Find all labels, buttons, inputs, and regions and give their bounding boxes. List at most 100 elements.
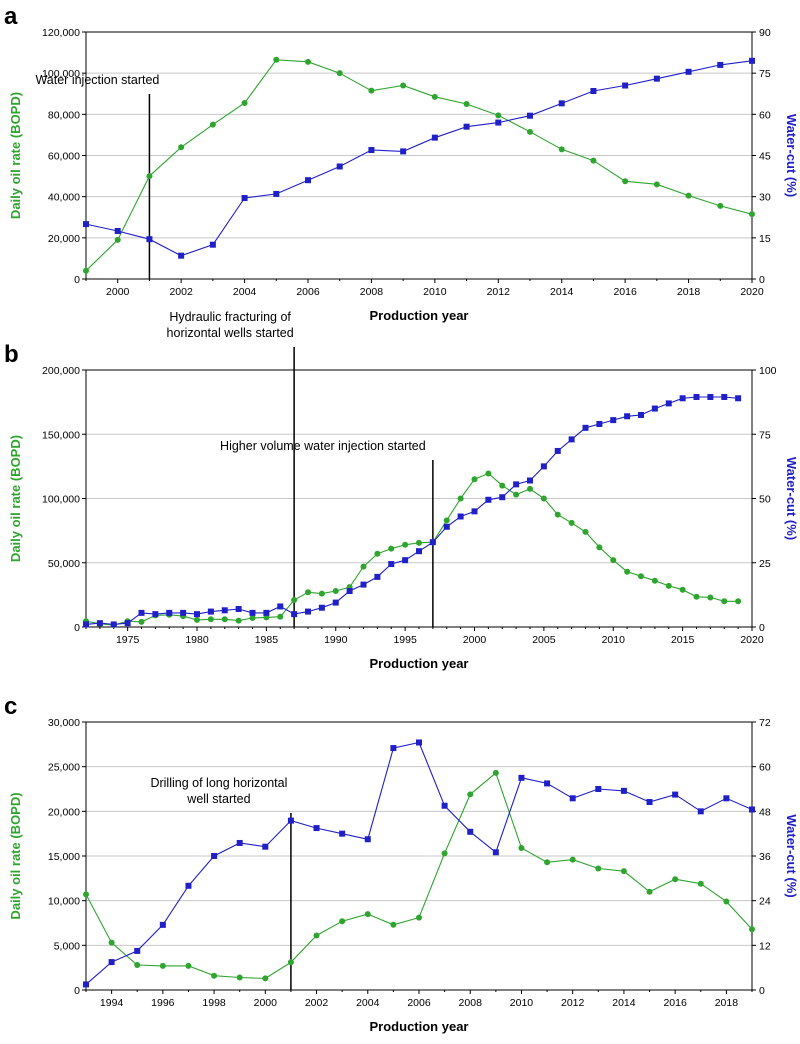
panel-b-oil-rate-point [457,495,464,502]
panel-c-oil-rate-point [134,961,141,968]
panel-a-right-tick-label: 60 [759,109,771,121]
panel-b-water-cut-point [402,557,409,564]
panel-b-oil-rate-point [554,511,561,518]
panel-b-water-cut-point [249,609,256,616]
panel-c-annotation-text: Drilling of long horizontal [150,776,287,790]
panel-c-left-tick-label: 30,000 [48,717,80,729]
panel-b-water-cut-point [152,611,159,618]
panel-c-oil-rate-point [313,932,320,939]
panel-b-water-cut-point [693,393,700,400]
panel-b-water-cut-point [554,447,561,454]
panel-c-oil-rate-point [236,974,243,981]
panel-b-right-tick-label: 100 [759,365,777,377]
panel-b-oil-rate-point [402,541,409,548]
panel-b-water-cut-point [679,395,686,402]
panel-b-water-cut-point [624,413,631,420]
panel-a-water-cut-point [400,148,407,155]
panel-c-left-tick-label: 15,000 [48,851,80,863]
panel-a-x-tick-label: 2014 [550,286,574,298]
panel-a-letter: a [4,3,18,30]
panel-c-water-cut-point [364,836,371,843]
panel-c-water-cut-point [159,921,166,928]
panel-a-oil-rate-point [336,70,343,77]
panel-b-water-cut-point [291,611,298,618]
panel-c-x-tick-label: 2008 [459,997,483,1009]
panel-a-oil-rate-point [368,87,375,94]
panel-c-oil-rate-point [518,844,525,851]
panel-b-oil-rate-point [693,593,700,600]
panel-a-left-tick-label: 20,000 [48,233,80,245]
panel-b-water-cut-line [85,396,739,625]
panel-a-water-cut-point [336,163,343,170]
panel-b: b 0 50,000 100,000 150,000 200,000 0 25 50 75 100… [4,310,799,671]
panel-c-water-cut-point [518,774,525,781]
panel-b-water-cut-point [499,494,506,501]
panel-c-oil-rate-point [211,972,218,979]
panel-c-water-cut-point [749,806,755,813]
panel-b-left-tick-label: 0 [74,622,80,634]
panel-a-right-axis-title: Water-cut (%) [784,114,799,197]
panel-c-water-cut-point [390,745,397,752]
panel-b-x-tick-label: 2015 [671,634,695,646]
panel-b-right-tick-label: 0 [759,622,765,634]
panel-a-left-tick-label: 100,000 [42,68,80,80]
panel-a-water-cut-line [85,60,753,257]
panel-c-x-tick-label: 1994 [100,997,124,1009]
panel-c-water-cut-point [416,739,422,746]
panel-c-oil-rate-point [390,921,397,928]
panel-c-right-tick-label: 72 [759,717,771,729]
panel-b-water-cut-point [83,621,89,628]
panel-b-x-tick-label: 1995 [393,634,417,646]
panel-a-oil-rate-point [114,236,121,243]
panel-b-water-cut-point [513,481,520,488]
panel-c-x-tick-label: 2000 [254,997,278,1009]
panel-b-water-cut-point [416,548,422,555]
panel-b-oil-rate-point [568,519,575,526]
panel-c-water-cut-point [441,802,448,809]
panel-b-oil-rate-point [138,618,145,625]
panel-a-right-tick-label: 15 [759,233,771,245]
panel-a-oil-rate-point [431,93,438,100]
panel-a-oil-rate-point [305,58,311,65]
panel-c-x-tick-label: 1998 [202,997,226,1009]
panel-c-x-tick-label: 2004 [356,997,380,1009]
panel-a-oil-rate-point [622,178,629,185]
panel-a-water-cut-point [241,195,248,202]
panel-b-oil-rate-point [651,577,658,584]
panel-b-left-tick-label: 200,000 [42,365,80,377]
panel-b-left-axis-title: Daily oil rate (BOPD) [8,435,23,562]
panel-b-oil-rate-point [332,588,339,595]
panel-c-right-tick-label: 60 [759,762,771,774]
panel-b-x-tick-label: 1975 [116,634,140,646]
panel-a-water-cut-point [273,190,280,197]
panel-b-oil-rate-point [207,616,214,623]
panel-b-water-cut-point [707,393,714,400]
panel-b-water-cut-point [124,620,131,627]
panel-a-x-tick-label: 2006 [296,286,320,298]
panel-b-water-cut-point [305,608,311,615]
panel-c-annotation-text: well started [186,792,250,806]
panel-a-annotation-text: Water injection started [35,73,159,87]
panel-a-x-tick-label: 2008 [360,286,384,298]
panel-a-oil-rate-point [558,146,565,153]
panel-c-x-tick-label: 2012 [561,997,585,1009]
panel-a-water-cut-point [495,119,502,126]
panel-a-oil-rate-point [83,267,89,274]
panel-b-oil-rate-point [388,545,395,552]
panel-b-water-cut-point [665,400,672,407]
panel-b-x-tick-label: 1985 [255,634,279,646]
panel-c-water-cut-point [134,947,141,954]
panel-a-oil-rate-point [749,211,755,218]
panel-c-left-axis-title: Daily oil rate (BOPD) [8,792,23,919]
panel-b-oil-rate-point [305,589,311,596]
panel-a-water-cut-point [622,82,629,89]
panel-b-water-cut-point [610,417,617,424]
panel-a-left-tick-label: 40,000 [48,192,80,204]
panel-c-water-cut-point [108,959,115,966]
panel-b-oil-rate-point [582,528,589,535]
panel-b-oil-rate-line [85,472,739,626]
panel-b-oil-rate-point [610,557,617,564]
panel-b-oil-rate-point [471,476,478,483]
panel-a-water-cut-point [83,221,89,228]
panel-b-water-cut-point [207,608,214,615]
